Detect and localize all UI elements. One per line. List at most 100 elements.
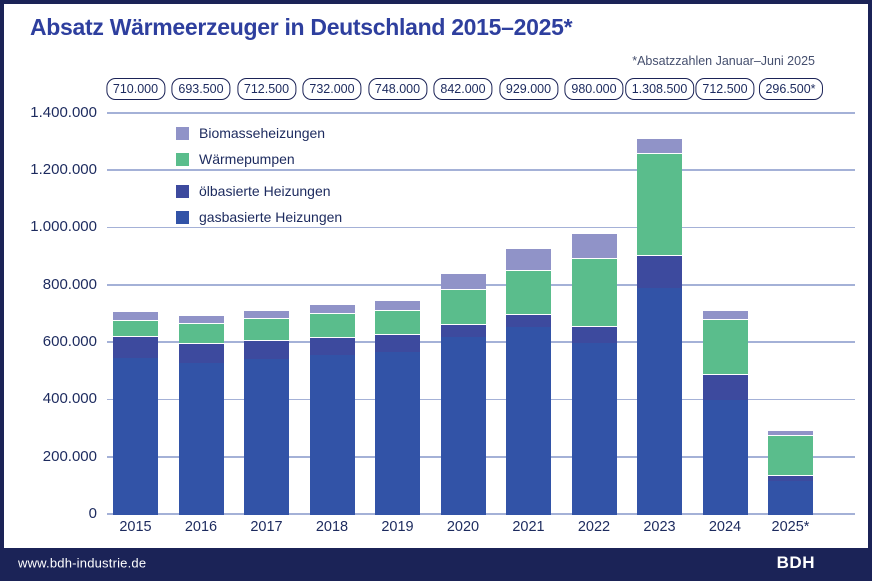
y-tick-label: 200.000 — [42, 447, 97, 465]
bar-segment — [244, 359, 289, 515]
total-value-pill: 1.308.500 — [624, 78, 695, 100]
bar-segment — [178, 323, 224, 343]
y-tick-label: 0 — [88, 504, 97, 522]
legend-label: Wärmepumpen — [199, 151, 295, 167]
stacked-bar-2019 — [375, 299, 420, 515]
bar-segment — [440, 289, 486, 325]
legend-label: Biomasseheizungen — [199, 125, 326, 141]
bar-segment — [375, 309, 420, 335]
chart-canvas: Absatz Wärmeerzeuger in Deutschland 2015… — [4, 4, 868, 577]
x-tick-label: 2018 — [315, 519, 349, 535]
x-tick-label: 2021 — [512, 519, 545, 535]
page-title: Absatz Wärmeerzeuger in Deutschland 2015… — [30, 14, 573, 40]
bar-segment — [768, 434, 813, 475]
footnote-subtitle: *Absatzzahlen Januar–Juni 2025 — [632, 54, 815, 68]
legend-item: Wärmepumpen — [176, 151, 295, 167]
total-value-pill: 296.500* — [758, 78, 823, 100]
bar-segment — [637, 255, 682, 288]
bar-segment — [571, 257, 617, 326]
gridline — [107, 226, 855, 229]
bar-segment — [113, 319, 158, 337]
bar-segment — [375, 334, 420, 352]
bar-segment — [113, 310, 158, 320]
legend-item: ölbasierte Heizungen — [176, 183, 331, 199]
stacked-bar-2018 — [309, 304, 355, 515]
x-tick-label: 2017 — [250, 519, 283, 535]
legend-label: gasbasierte Heizungen — [199, 209, 343, 225]
total-value-pill: 693.500 — [171, 78, 231, 100]
y-tick-label: 800.000 — [42, 275, 97, 293]
bar-segment — [702, 309, 748, 319]
bar-segment — [506, 326, 551, 515]
bar-segment — [506, 269, 551, 314]
bar-segment — [768, 481, 813, 515]
bar-segment — [768, 429, 813, 435]
bar-segment — [506, 247, 551, 270]
bar-segment — [571, 325, 617, 343]
plot-area — [110, 112, 859, 515]
bar-segment — [309, 337, 355, 355]
total-value-pill: 712.500 — [695, 78, 755, 100]
bar-segment — [702, 374, 748, 401]
bar-segment — [113, 336, 158, 359]
total-value-pill: 929.000 — [498, 78, 559, 100]
x-tick-label: 2023 — [643, 519, 676, 535]
total-value-pill: 748.000 — [367, 78, 428, 100]
x-tick-label: 2024 — [708, 519, 742, 535]
bar-segment — [637, 138, 682, 153]
bar-segment — [440, 272, 486, 290]
bar-segment — [637, 152, 682, 256]
bar-segment — [702, 400, 748, 515]
bar-segment — [768, 475, 813, 482]
stacked-bar-2024 — [702, 309, 748, 515]
bar-segment — [571, 342, 617, 515]
stacked-bar-2021 — [506, 247, 551, 515]
total-value-pill: 710.000 — [105, 78, 166, 100]
footer-bar: www.bdh-industrie.de BDH — [4, 548, 868, 577]
y-tick-label: 1.400.000 — [30, 103, 97, 121]
bar-segment — [113, 358, 158, 515]
stacked-bar-2016 — [178, 315, 224, 515]
bar-segment — [440, 324, 486, 338]
x-tick-label: 2019 — [381, 519, 414, 535]
bar-segment — [571, 232, 617, 258]
legend-swatch-icon — [176, 184, 189, 198]
total-value-pill: 842.000 — [433, 78, 493, 100]
bar-segment — [309, 304, 355, 314]
stacked-bar-2022 — [571, 232, 617, 515]
legend-label: ölbasierte Heizungen — [199, 183, 331, 199]
legend-item: gasbasierte Heizungen — [176, 209, 342, 225]
x-tick-label: 2022 — [577, 519, 611, 535]
x-tick-label: 2015 — [119, 519, 152, 535]
y-tick-label: 400.000 — [42, 390, 97, 408]
legend-swatch-icon — [176, 152, 189, 166]
x-tick-label: 2020 — [446, 519, 480, 535]
x-tick-label: 2016 — [184, 519, 218, 535]
bar-segment — [178, 315, 224, 324]
bar-segment — [375, 299, 420, 310]
gridline — [107, 112, 855, 114]
footer-website: www.bdh-industrie.de — [18, 555, 147, 570]
bar-segment — [375, 351, 420, 515]
total-value-pill: 712.500 — [236, 78, 297, 100]
bar-segment — [309, 313, 355, 338]
bar-segment — [244, 317, 289, 340]
bar-segment — [178, 342, 224, 364]
bar-segment — [178, 363, 224, 515]
y-tick-label: 1.000.000 — [30, 218, 97, 236]
bar-segment — [309, 354, 355, 515]
total-value-pill: 732.000 — [302, 78, 362, 100]
total-value-pill: 980.000 — [564, 78, 624, 100]
stacked-bar-2023 — [637, 138, 682, 515]
bdh-logo: BDH — [776, 552, 815, 572]
bar-segment — [244, 309, 289, 318]
stacked-bar-2017 — [244, 309, 289, 515]
gridline — [107, 169, 855, 171]
stacked-bar-2025 — [768, 429, 813, 515]
y-tick-label: 600.000 — [42, 332, 97, 350]
stacked-bar-2020 — [440, 272, 486, 515]
bar-segment — [637, 287, 682, 515]
legend-swatch-icon — [176, 126, 189, 140]
x-tick-label: 2025* — [771, 519, 810, 535]
